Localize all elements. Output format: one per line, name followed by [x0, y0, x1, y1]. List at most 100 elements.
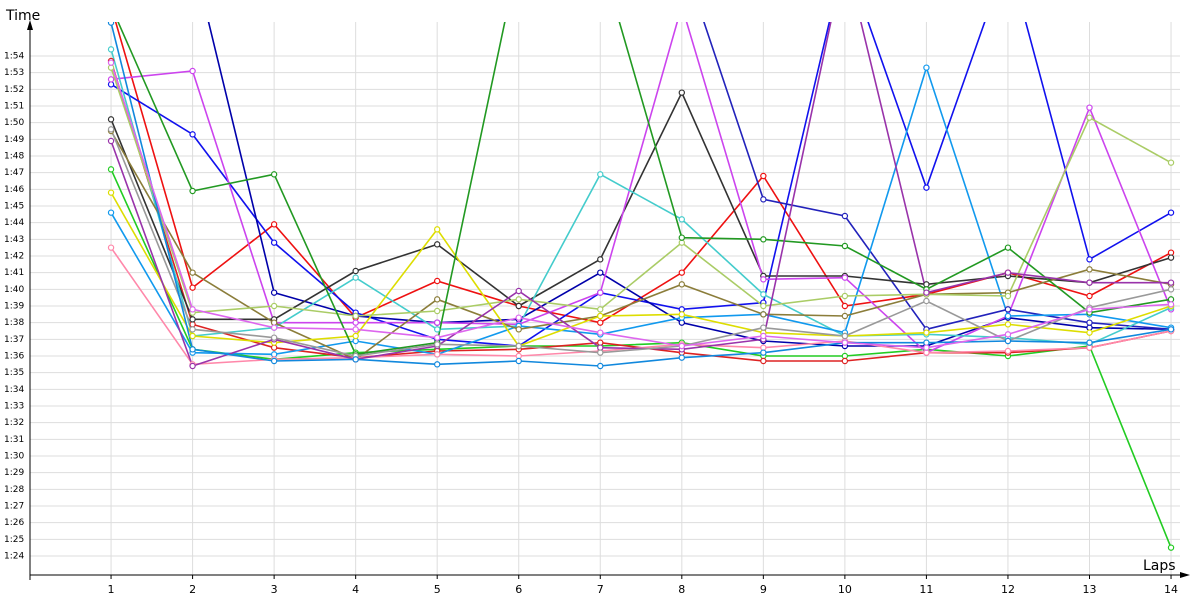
data-point: [597, 349, 604, 356]
y-tick-label: 1:50: [4, 118, 24, 128]
plot-area: [107, 3, 1175, 551]
x-tick-label: 9: [760, 583, 767, 596]
data-point: [270, 357, 278, 365]
data-point: [1167, 279, 1175, 286]
data-point: [1004, 331, 1012, 338]
y-tick-label: 1:40: [4, 285, 24, 295]
x-tick-label: 13: [1082, 583, 1096, 596]
data-point: [1086, 256, 1093, 263]
data-point: [1086, 319, 1093, 326]
data-point: [760, 357, 767, 365]
y-tick-label: 1:44: [4, 218, 24, 228]
data-point: [1004, 292, 1012, 300]
data-point: [433, 226, 441, 233]
data-point: [1086, 292, 1093, 300]
data-point: [107, 126, 115, 133]
data-point: [1167, 209, 1175, 216]
data-point: [433, 307, 441, 315]
data-point: [841, 339, 849, 346]
data-point: [433, 277, 441, 285]
data-point: [107, 59, 115, 66]
data-point: [760, 291, 767, 298]
series-line: [110, 62, 1172, 349]
series-line: [110, 90, 1172, 321]
data-point: [1086, 104, 1093, 111]
data-point: [433, 326, 441, 333]
y-tick-label: 1:46: [4, 185, 24, 195]
data-point: [1004, 337, 1012, 345]
data-point: [189, 131, 196, 138]
data-point: [1004, 347, 1012, 355]
series-line: [110, 169, 1172, 548]
data-point: [515, 296, 522, 303]
data-point: [1004, 306, 1012, 313]
data-point: [270, 171, 278, 178]
x-tick-label: 14: [1164, 583, 1178, 596]
data-point: [923, 184, 930, 191]
data-point: [923, 297, 930, 305]
x-tick-label: 7: [597, 583, 604, 596]
data-point: [270, 324, 278, 331]
grid: [30, 22, 1180, 575]
data-point: [1167, 544, 1175, 551]
data-point: [1167, 326, 1175, 333]
data-point: [1167, 159, 1175, 166]
data-point: [760, 236, 767, 243]
y-tick-label: 1:25: [4, 535, 24, 545]
data-point: [760, 349, 767, 356]
y-tick-label: 1:29: [4, 468, 24, 478]
x-tick-label: 12: [1001, 583, 1015, 596]
data-point: [1167, 301, 1175, 308]
y-tick-label: 1:36: [4, 352, 24, 362]
data-point: [678, 342, 686, 350]
data-point: [1086, 339, 1093, 346]
y-tick-label: 1:42: [4, 252, 24, 262]
data-point: [597, 319, 604, 326]
x-tick-label: 4: [352, 583, 359, 596]
data-point: [760, 196, 767, 203]
y-tick-label: 1:47: [4, 168, 24, 178]
data-point: [189, 346, 196, 353]
data-point: [433, 361, 441, 368]
data-point: [597, 269, 604, 276]
data-point: [189, 326, 196, 333]
data-point: [107, 22, 115, 26]
data-point: [841, 212, 849, 220]
y-tick-label: 1:43: [4, 235, 24, 245]
series-line: [110, 130, 1172, 361]
series-line: [110, 22, 1172, 354]
data-point: [270, 302, 278, 310]
data-point: [433, 334, 441, 341]
y-tick-label: 1:26: [4, 518, 24, 528]
y-tick-label: 1:45: [4, 202, 24, 212]
data-point: [760, 302, 767, 310]
y-tick-label: 1:39: [4, 302, 24, 312]
data-point: [189, 284, 196, 291]
data-point: [270, 221, 278, 228]
data-point: [270, 239, 278, 246]
y-tick-label: 1:28: [4, 485, 24, 495]
data-point: [1004, 312, 1012, 320]
data-point: [189, 362, 196, 370]
data-point: [923, 64, 930, 71]
y-tick-label: 1:49: [4, 135, 24, 145]
x-tick-label: 8: [678, 583, 685, 596]
series-line: [110, 22, 1172, 367]
data-point: [433, 241, 441, 248]
data-point: [760, 311, 767, 318]
y-tick-label: 1:33: [4, 402, 24, 412]
data-point: [189, 332, 196, 340]
data-point: [1086, 266, 1093, 273]
series-line: [110, 192, 1172, 347]
series-line: [110, 22, 1172, 368]
y-axis-arrow: [27, 20, 33, 30]
data-point: [108, 3, 113, 8]
data-point: [107, 189, 115, 196]
x-axis-label: Laps: [1143, 558, 1176, 574]
y-tick-label: 1:38: [4, 318, 24, 328]
data-point: [108, 3, 113, 8]
data-point: [923, 289, 930, 296]
data-point: [1086, 114, 1093, 121]
data-point: [597, 306, 604, 313]
data-point: [189, 67, 196, 75]
